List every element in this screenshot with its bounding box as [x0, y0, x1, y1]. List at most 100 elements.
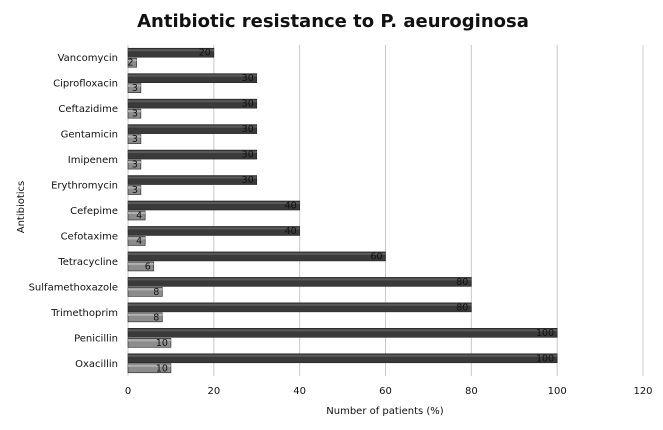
- bar-low: [127, 210, 146, 221]
- bar-sheen: [128, 278, 472, 281]
- bar-value-label: 2: [128, 58, 134, 69]
- bar-sheen: [128, 329, 558, 332]
- bar-value-label: 6: [145, 261, 151, 272]
- bar-high: [127, 98, 258, 109]
- bar-sheen: [128, 364, 171, 367]
- bar-value-label: 40: [285, 201, 297, 212]
- category-labels: Vancomycin Ciprofloxacin Ceftazidime Gentam…: [29, 53, 118, 370]
- x-tick-labels: 0 20 40 60 80 100 120: [125, 386, 653, 397]
- bar-value-label: 8: [153, 287, 159, 298]
- bar-low: [127, 57, 137, 68]
- x-tick-label: 40: [293, 386, 306, 397]
- bar-sheen: [128, 303, 472, 306]
- bar-low: [127, 236, 146, 246]
- x-tick-label: 120: [633, 386, 652, 397]
- bar-high: [127, 124, 258, 134]
- category-label: Erythromycin: [51, 181, 118, 192]
- bar-value-label: 3: [132, 185, 138, 196]
- bar-sheen: [128, 212, 146, 214]
- bar-sheen: [128, 237, 146, 240]
- bar-sheen: [128, 176, 257, 179]
- category-label: Sulfamethoxazole: [29, 282, 118, 293]
- bar-low: [127, 363, 172, 374]
- bars: 20 2 30 3 30 3 30 3 30 3 30 3 40 4 40 4 60 6 80 8 80 8 100 10 10…: [127, 48, 558, 374]
- x-tick-label: 80: [465, 386, 478, 397]
- bar-sheen: [128, 125, 257, 128]
- category-label: Trimethoprim: [50, 308, 118, 319]
- bar-high: [127, 175, 258, 185]
- bar-high: [127, 149, 258, 160]
- bar-low: [127, 83, 142, 93]
- bar-high: [127, 251, 386, 262]
- bar-sheen: [128, 84, 141, 87]
- category-label: Tetracycline: [57, 257, 118, 268]
- bar-sheen: [128, 262, 154, 265]
- bar-low: [127, 287, 163, 297]
- bar-sheen: [128, 202, 300, 204]
- bar-value-label: 30: [242, 99, 254, 110]
- category-label: Cefepime: [70, 206, 118, 217]
- category-label: Imipenem: [68, 155, 118, 166]
- category-label: Ceftazidime: [58, 104, 118, 115]
- bar-high: [127, 328, 558, 338]
- bar-value-label: 20: [199, 48, 211, 59]
- bar-sheen: [128, 49, 214, 52]
- bar-sheen: [128, 59, 137, 62]
- bar-sheen: [128, 288, 163, 291]
- bar-value-label: 3: [132, 83, 138, 94]
- bar-value-label: 80: [456, 277, 468, 288]
- x-tick-label: 60: [379, 386, 392, 397]
- bar-value-label: 3: [132, 134, 138, 145]
- bar-value-label: 30: [242, 175, 254, 186]
- bar-value-label: 30: [242, 73, 254, 84]
- category-label: Cefotaxime: [61, 231, 118, 242]
- x-tick-label: 100: [548, 386, 567, 397]
- bar-sheen: [128, 161, 141, 164]
- bar-sheen: [128, 151, 257, 154]
- bar-value-label: 4: [136, 236, 142, 247]
- category-label: Gentamicin: [61, 130, 118, 141]
- bar-sheen: [128, 227, 300, 230]
- bar-value-label: 30: [242, 124, 254, 135]
- bar-low: [127, 108, 142, 119]
- bar-value-label: 80: [456, 302, 468, 313]
- bar-high: [127, 200, 300, 211]
- category-label: Ciprofloxacin: [53, 79, 118, 90]
- chart-title: Antibiotic resistance to P. aeuroginosa: [137, 11, 529, 32]
- y-axis-title: Antibiotics: [16, 181, 27, 234]
- bar-value-label: 10: [156, 363, 168, 374]
- bar-low: [127, 159, 142, 170]
- bar-sheen: [128, 339, 171, 342]
- bar-value-label: 40: [285, 226, 297, 237]
- bar-sheen: [128, 74, 257, 77]
- x-axis-title: Number of patients (%): [326, 406, 444, 417]
- category-label: Penicillin: [74, 333, 118, 344]
- bar-low: [127, 185, 142, 195]
- bar-sheen: [128, 354, 558, 357]
- bar-sheen: [128, 100, 257, 103]
- category-label: Vancomycin: [58, 53, 118, 64]
- bar-value-label: 100: [536, 353, 554, 364]
- gridlines: [127, 45, 644, 376]
- bar-value-label: 4: [136, 211, 142, 222]
- bar-low: [127, 312, 163, 323]
- x-tick-label: 20: [207, 386, 220, 397]
- bar-high: [127, 302, 472, 313]
- bar-high: [127, 73, 258, 83]
- bar-low: [127, 261, 155, 272]
- bar-value-label: 30: [242, 150, 254, 161]
- bar-high: [127, 226, 300, 236]
- bar-value-label: 100: [536, 328, 554, 339]
- bar-value-label: 60: [370, 251, 382, 262]
- bar-high: [127, 277, 472, 287]
- category-label: Oxacillin: [75, 359, 118, 370]
- bar-sheen: [128, 110, 141, 113]
- bar-value-label: 3: [132, 160, 138, 171]
- bar-value-label: 3: [132, 109, 138, 120]
- bar-sheen: [128, 313, 163, 316]
- bar-value-label: 10: [156, 338, 168, 349]
- bar-low: [127, 134, 142, 144]
- bar-high: [127, 353, 558, 364]
- bar-low: [127, 338, 172, 348]
